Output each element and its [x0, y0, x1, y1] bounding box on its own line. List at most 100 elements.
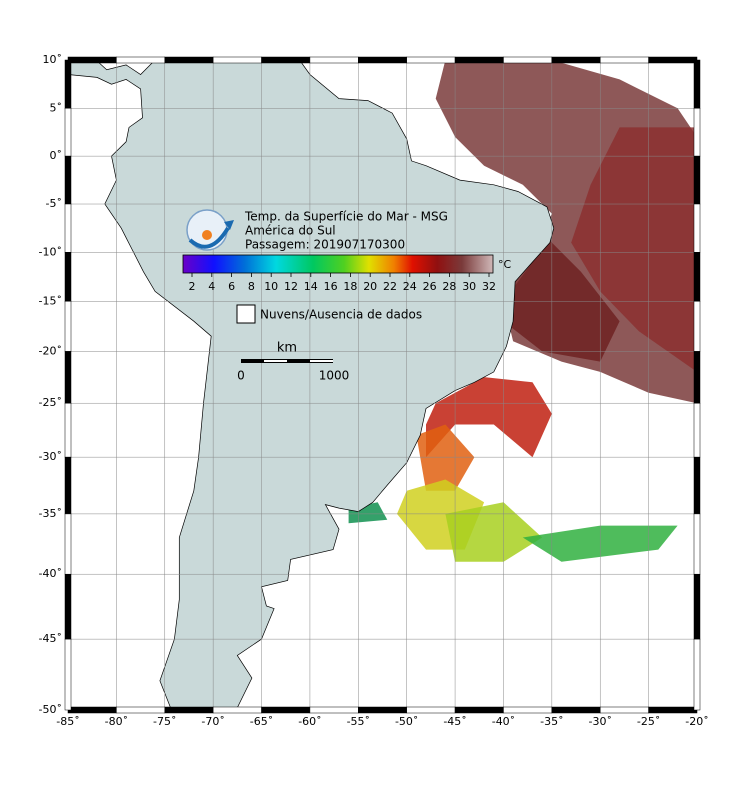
colorbar-tick-label: 14: [304, 280, 318, 293]
legend-swatch: [236, 304, 256, 324]
frame-segment: [67, 706, 117, 714]
sst-patch: [503, 232, 620, 362]
x-tick-label: -20˚: [685, 715, 708, 728]
frame-segment: [164, 56, 214, 64]
frame-segment: [693, 203, 701, 253]
map-region: América do Sul: [245, 224, 336, 238]
frame-segment: [309, 56, 359, 64]
frame-segment: [261, 706, 311, 714]
sst-patch: [426, 377, 552, 458]
scale-bar-segment: [310, 360, 333, 362]
map-layers: [68, 60, 697, 710]
y-tick-label: -40˚: [39, 567, 62, 580]
frame-segment: [503, 56, 553, 64]
x-tick-label: -35˚: [540, 715, 563, 728]
frame-segment: [648, 706, 698, 714]
x-tick-label: -55˚: [347, 715, 370, 728]
map-frame: [64, 56, 701, 714]
scale-unit: km: [277, 341, 297, 356]
frame-segment: [116, 56, 166, 64]
frame-segment: [454, 56, 504, 64]
x-tick-label: -60˚: [298, 715, 321, 728]
y-tick-label: 10˚: [43, 53, 63, 66]
y-tick-label: -10˚: [39, 245, 62, 258]
frame-segment: [67, 56, 117, 64]
frame-segment: [406, 706, 456, 714]
x-tick-label: -70˚: [201, 715, 224, 728]
y-tick-label: -25˚: [39, 396, 62, 409]
x-tick-label: -30˚: [588, 715, 611, 728]
frame-segment: [309, 706, 359, 714]
y-tick-label: 5˚: [50, 101, 63, 114]
frame-segment: [64, 638, 72, 711]
frame-segment: [599, 706, 649, 714]
frame-segment: [693, 59, 701, 109]
map-title: Temp. da Superfície do Mar - MSG: [244, 210, 448, 224]
frame-segment: [358, 706, 407, 714]
frame-segment: [64, 573, 72, 640]
frame-segment: [693, 638, 701, 711]
frame-segment: [64, 402, 72, 458]
y-tick-label: -5˚: [46, 197, 62, 210]
x-tick-label: -50˚: [395, 715, 418, 728]
inpe-logo: [186, 209, 234, 251]
colorbar-unit: °C: [498, 258, 512, 271]
y-tick-label: -50˚: [39, 703, 62, 716]
frame-segment: [454, 706, 504, 714]
frame-segment: [64, 301, 72, 352]
frame-segment: [551, 56, 601, 64]
scale-label: 0: [237, 369, 245, 383]
colorbar-tick-label: 4: [208, 280, 215, 293]
frame-segment: [64, 513, 72, 575]
frame-segment: [503, 706, 553, 714]
frame-segment: [64, 351, 72, 404]
x-tick-label: -75˚: [153, 715, 176, 728]
colorbar-tick-label: 16: [324, 280, 338, 293]
legend-label: Nuvens/Ausencia de dados: [260, 308, 422, 322]
frame-segment: [693, 573, 701, 640]
frame-segment: [64, 108, 72, 157]
sst-patch: [445, 502, 543, 562]
frame-segment: [64, 203, 72, 253]
x-tick-label: -40˚: [492, 715, 515, 728]
colorbar-tick-label: 22: [383, 280, 397, 293]
y-tick-label: -20˚: [39, 344, 62, 357]
frame-segment: [693, 108, 701, 157]
scale-label: 1000: [319, 369, 350, 383]
frame-segment: [212, 56, 262, 64]
map-pass: Passagem: 201907170300: [245, 238, 405, 252]
frame-segment: [551, 706, 601, 714]
x-tick-label: -65˚: [250, 715, 273, 728]
frame-segment: [693, 402, 701, 458]
colorbar-tick-label: 18: [343, 280, 357, 293]
colorbar-tick-label: 24: [403, 280, 417, 293]
colorbar: [182, 254, 494, 274]
sst-patch: [571, 127, 697, 372]
colorbar-tick-label: 6: [228, 280, 235, 293]
colorbar-tick-label: 20: [363, 280, 377, 293]
frame-segment: [693, 351, 701, 404]
colorbar-tick-label: 2: [189, 280, 196, 293]
frame-segment: [648, 56, 698, 64]
frame-segment: [164, 706, 214, 714]
x-tick-label: -45˚: [443, 715, 466, 728]
frame-segment: [64, 252, 72, 302]
colorbar-tick-label: 12: [284, 280, 298, 293]
x-tick-label: -85˚: [56, 715, 79, 728]
frame-segment: [64, 456, 72, 515]
frame-segment: [693, 155, 701, 205]
frame-segment: [116, 706, 166, 714]
frame-segment: [358, 56, 407, 64]
colorbar-tick-label: 26: [423, 280, 437, 293]
y-tick-label: -30˚: [39, 450, 62, 463]
frame-segment: [693, 456, 701, 515]
y-tick-label: -45˚: [39, 632, 62, 645]
y-tick-label: 0˚: [50, 149, 63, 162]
colorbar-tick-label: 10: [264, 280, 278, 293]
frame-segment: [693, 301, 701, 352]
frame-segment: [599, 56, 649, 64]
y-tick-label: -35˚: [39, 507, 62, 520]
x-tick-label: -25˚: [637, 715, 660, 728]
overlay: Temp. da Superfície do Mar - MSG América…: [182, 209, 512, 383]
